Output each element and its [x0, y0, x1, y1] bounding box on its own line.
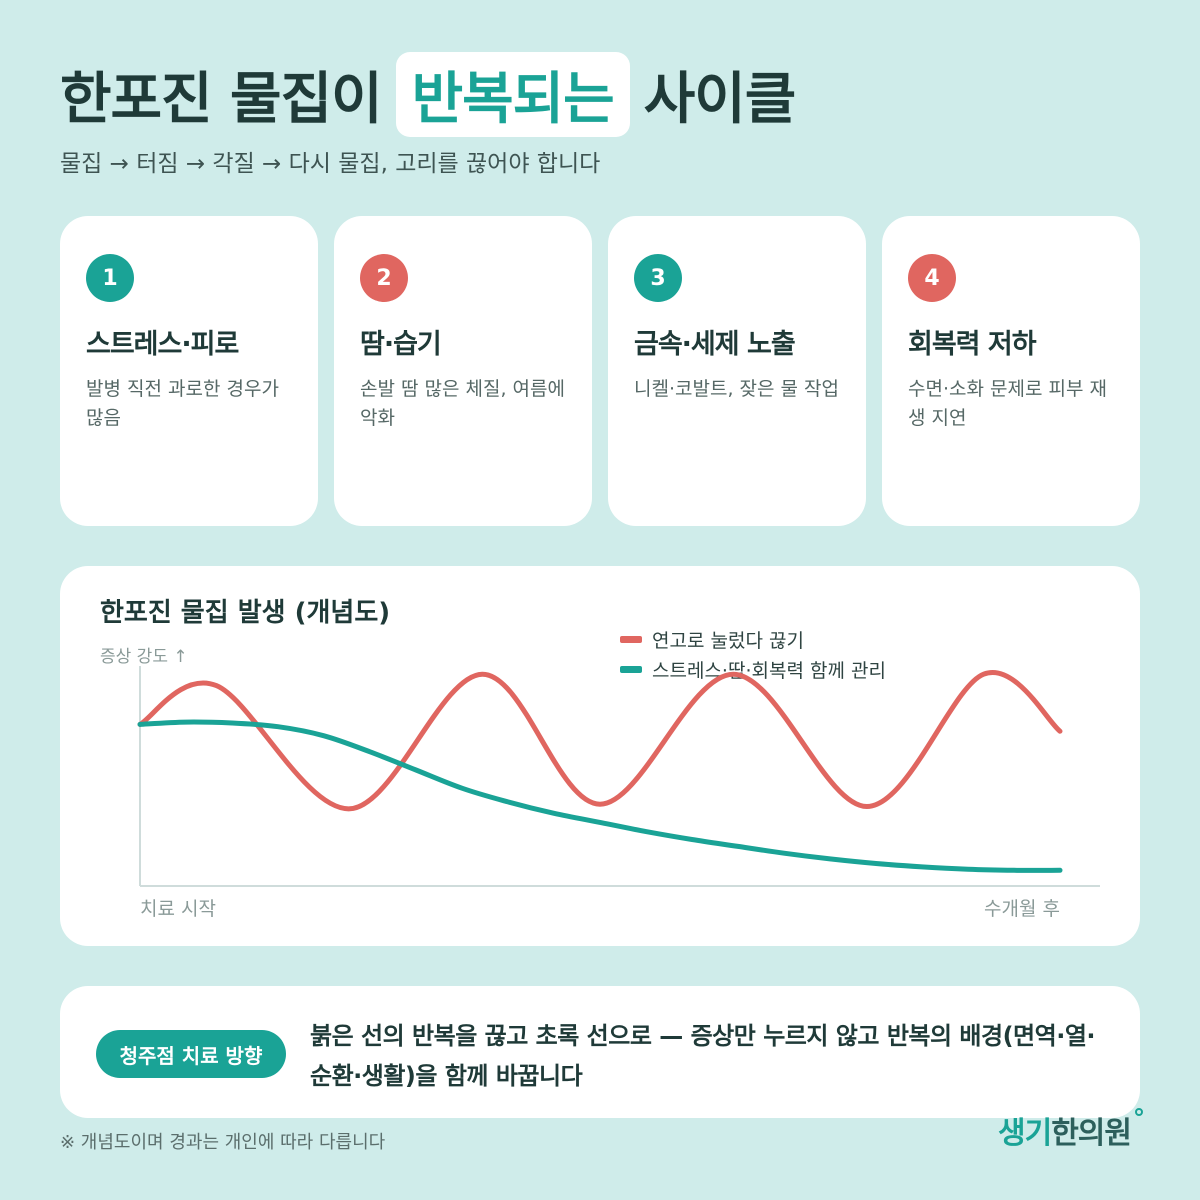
legend-swatch-red	[620, 635, 642, 643]
legend-label: 연고로 눌렀다 끊기	[652, 629, 804, 652]
line-series-red	[137, 670, 1063, 812]
chart-plot	[137, 666, 1100, 887]
legend-item-red: 연고로 눌렀다 끊기	[620, 624, 886, 654]
legend-label: 스트레스·땀·회복력 함께 관리	[652, 659, 886, 682]
step-number-badge: 4	[908, 254, 956, 302]
chart-y-axis-label: 증상 강도 ↑	[100, 647, 188, 667]
clinic-logo: 생기한의원	[998, 1108, 1144, 1152]
factor-cards: 1 스트레스·피로 발병 직전 과로한 경우가 많음 2 땀·습기 손발 땀 많…	[60, 216, 1140, 526]
treatment-description: 붉은 선의 반복을 끊고 초록 선으로 — 증상만 누르지 않고 반복의 배경(…	[310, 1022, 1096, 1090]
logo-text-part1: 생기	[998, 1116, 1052, 1151]
card-title: 회복력 저하	[908, 329, 1037, 360]
factor-card-recovery: 4 회복력 저하 수면·소화 문제로 피부 재생 지연	[882, 216, 1140, 526]
subtitle: 물집 → 터짐 → 각질 → 다시 물집, 고리를 끊어야 합니다	[60, 151, 601, 177]
card-description: 발병 직전 과로한 경우가 많음	[86, 378, 279, 429]
chart-card: 한포진 물집 발생 (개념도) 증상 강도 ↑ 연고로 눌렀다 끊기 스트레스·…	[60, 566, 1140, 946]
title-text-before: 한포진 물집이	[60, 67, 383, 132]
x-axis-start-label: 치료 시작	[140, 898, 216, 920]
page-title: 한포진 물집이 반복되는 사이클	[60, 52, 797, 137]
card-title: 땀·습기	[360, 329, 442, 360]
legend-swatch-teal	[620, 665, 642, 673]
footnote: ※ 개념도이며 경과는 개인에 따라 다릅니다	[60, 1132, 386, 1153]
factor-card-metal: 3 금속·세제 노출 니켈·코발트, 잦은 물 작업	[608, 216, 866, 526]
factor-card-stress: 1 스트레스·피로 발병 직전 과로한 경우가 많음	[60, 216, 318, 526]
factor-card-sweat: 2 땀·습기 손발 땀 많은 체질, 여름에 악화	[334, 216, 592, 526]
card-description: 니켈·코발트, 잦은 물 작업	[634, 378, 839, 400]
card-description: 손발 땀 많은 체질, 여름에 악화	[360, 378, 565, 429]
chart-legend: 연고로 눌렀다 끊기 스트레스·땀·회복력 함께 관리	[620, 624, 886, 684]
line-series-teal	[137, 719, 1063, 873]
card-title: 금속·세제 노출	[634, 329, 796, 360]
title-text-after: 사이클	[643, 67, 797, 132]
card-title: 스트레스·피로	[86, 329, 239, 360]
logo-circle-icon	[1135, 1108, 1144, 1116]
treatment-badge: 청주점 치료 방향	[96, 1030, 286, 1078]
card-description: 수면·소화 문제로 피부 재생 지연	[908, 378, 1107, 429]
step-number-badge: 2	[360, 254, 408, 302]
step-number-badge: 3	[634, 254, 682, 302]
x-axis-end-label: 수개월 후	[984, 898, 1060, 920]
logo-text-part2: 한의원	[1051, 1116, 1132, 1151]
treatment-direction-card: 청주점 치료 방향 붉은 선의 반복을 끊고 초록 선으로 — 증상만 누르지 …	[60, 986, 1140, 1118]
chart-title: 한포진 물집 발생 (개념도)	[100, 598, 391, 628]
legend-item-teal: 스트레스·땀·회복력 함께 관리	[620, 654, 886, 684]
step-number-badge: 1	[86, 254, 134, 302]
title-highlight: 반복되는	[395, 52, 630, 137]
